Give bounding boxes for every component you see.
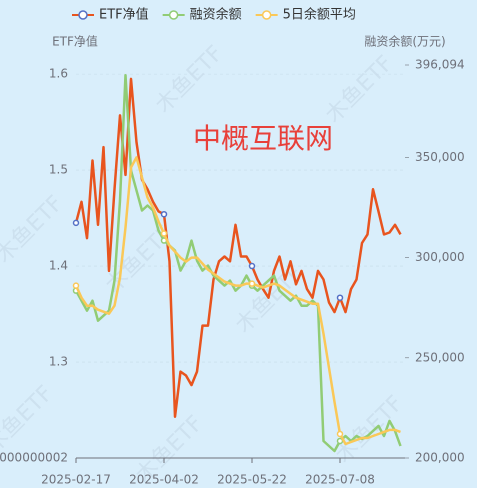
point-marker <box>248 280 256 287</box>
series-line <box>74 156 401 446</box>
point-marker <box>160 210 168 218</box>
y-tick-label: 1.4 <box>49 259 68 273</box>
y-axis-label: ETF净值 <box>52 34 98 49</box>
x-tick-label: 2025-07-08 <box>305 473 375 487</box>
legend-item: 融资余额 <box>162 7 242 23</box>
y-tick-label: 1.2000000000000002 <box>0 451 68 465</box>
point-marker <box>160 230 168 237</box>
chart-title: 中概互联网 <box>193 122 333 155</box>
y2-tick-label: 350,000 <box>415 150 465 164</box>
y-tick-label: 1.3 <box>49 355 68 369</box>
series-line <box>74 73 402 453</box>
series-line <box>74 77 402 418</box>
legend-label: 5日余额平均 <box>283 7 356 23</box>
y2-tick-label: 396,094 <box>415 58 465 72</box>
y2-axis-label: 融资余额(万元) <box>364 34 445 49</box>
y2-tick-label: 250,000 <box>415 350 465 364</box>
legend-label: ETF净值 <box>99 7 149 23</box>
legend-label: 融资余额 <box>190 7 242 23</box>
point-marker <box>72 219 80 227</box>
point-marker <box>336 430 344 438</box>
point-marker <box>72 282 80 289</box>
point-marker <box>336 294 344 301</box>
legend-item: 5日余额平均 <box>255 7 356 23</box>
point-marker <box>248 262 256 270</box>
legend-marker <box>168 10 179 20</box>
x-tick-label: 2025-04-02 <box>129 473 199 487</box>
y2-tick-label: 300,000 <box>415 250 465 264</box>
y-tick-label: 1.5 <box>49 163 68 177</box>
legend-marker <box>78 10 88 20</box>
legend-marker <box>261 10 272 20</box>
x-tick-label: 2025-02-17 <box>41 473 111 487</box>
x-tick-label: 2025-05-22 <box>217 473 287 487</box>
legend-item: ETF净值 <box>72 7 149 23</box>
y-tick-label: 1.6 <box>49 67 68 81</box>
y2-tick-label: 200,000 <box>415 451 465 465</box>
